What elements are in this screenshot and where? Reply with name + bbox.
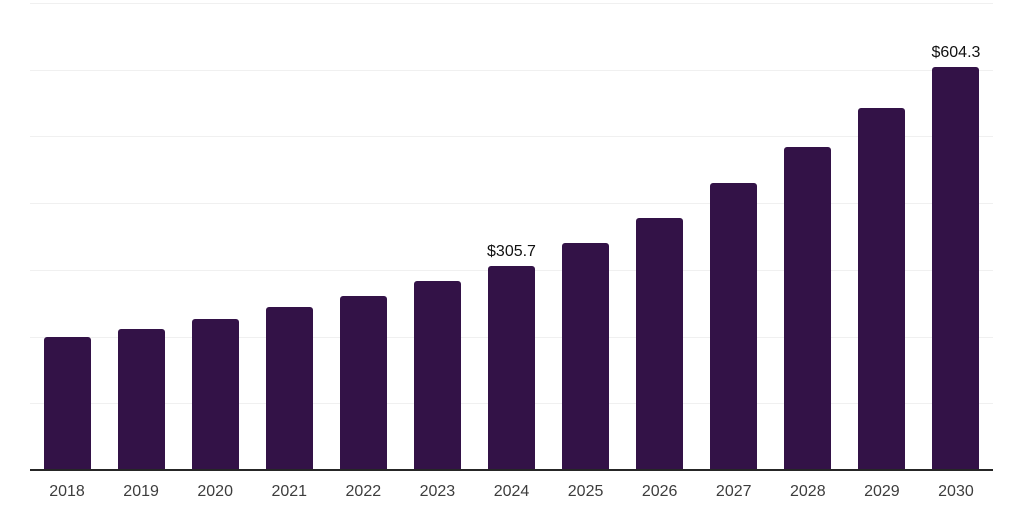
bar-2025: [562, 243, 610, 470]
bar-2019: [117, 328, 165, 470]
data-label-2030: $604.3: [931, 43, 981, 61]
x-tick-2028: 2028: [790, 483, 826, 500]
x-axis-line: [30, 469, 993, 471]
bar-2022: [339, 295, 387, 470]
x-tick-2019: 2019: [123, 483, 159, 500]
gridline-400: [30, 203, 993, 205]
x-tick-2024: 2024: [493, 483, 530, 500]
x-tick-2029: 2029: [864, 483, 900, 500]
bar-2021: [265, 307, 313, 470]
data-label-2024: $305.7: [487, 243, 536, 261]
gridline-500: [30, 136, 993, 138]
bar-2027: [710, 183, 758, 470]
bar-2023: [413, 281, 461, 470]
plot-area: $305.7 $604.3: [30, 3, 993, 470]
bar-2018: [43, 337, 91, 470]
x-tick-2026: 2026: [641, 483, 678, 500]
bar-2029: [858, 107, 906, 470]
gridline-600: [30, 69, 993, 71]
x-tick-2030: 2030: [938, 483, 974, 500]
x-tick-2020: 2020: [197, 483, 233, 500]
bar-2020: [191, 318, 239, 470]
x-tick-2023: 2023: [419, 483, 456, 500]
x-tick-2022: 2022: [345, 483, 382, 500]
bar-2028: [784, 147, 832, 470]
x-tick-2021: 2021: [271, 483, 308, 500]
x-tick-2025: 2025: [567, 483, 604, 500]
bar-2026: [636, 217, 684, 470]
x-tick-2027: 2027: [715, 483, 752, 500]
gridline-700: [30, 3, 993, 4]
x-tick-2018: 2018: [49, 483, 85, 500]
bar-2030: [932, 66, 980, 470]
bar-2024: [488, 266, 535, 470]
